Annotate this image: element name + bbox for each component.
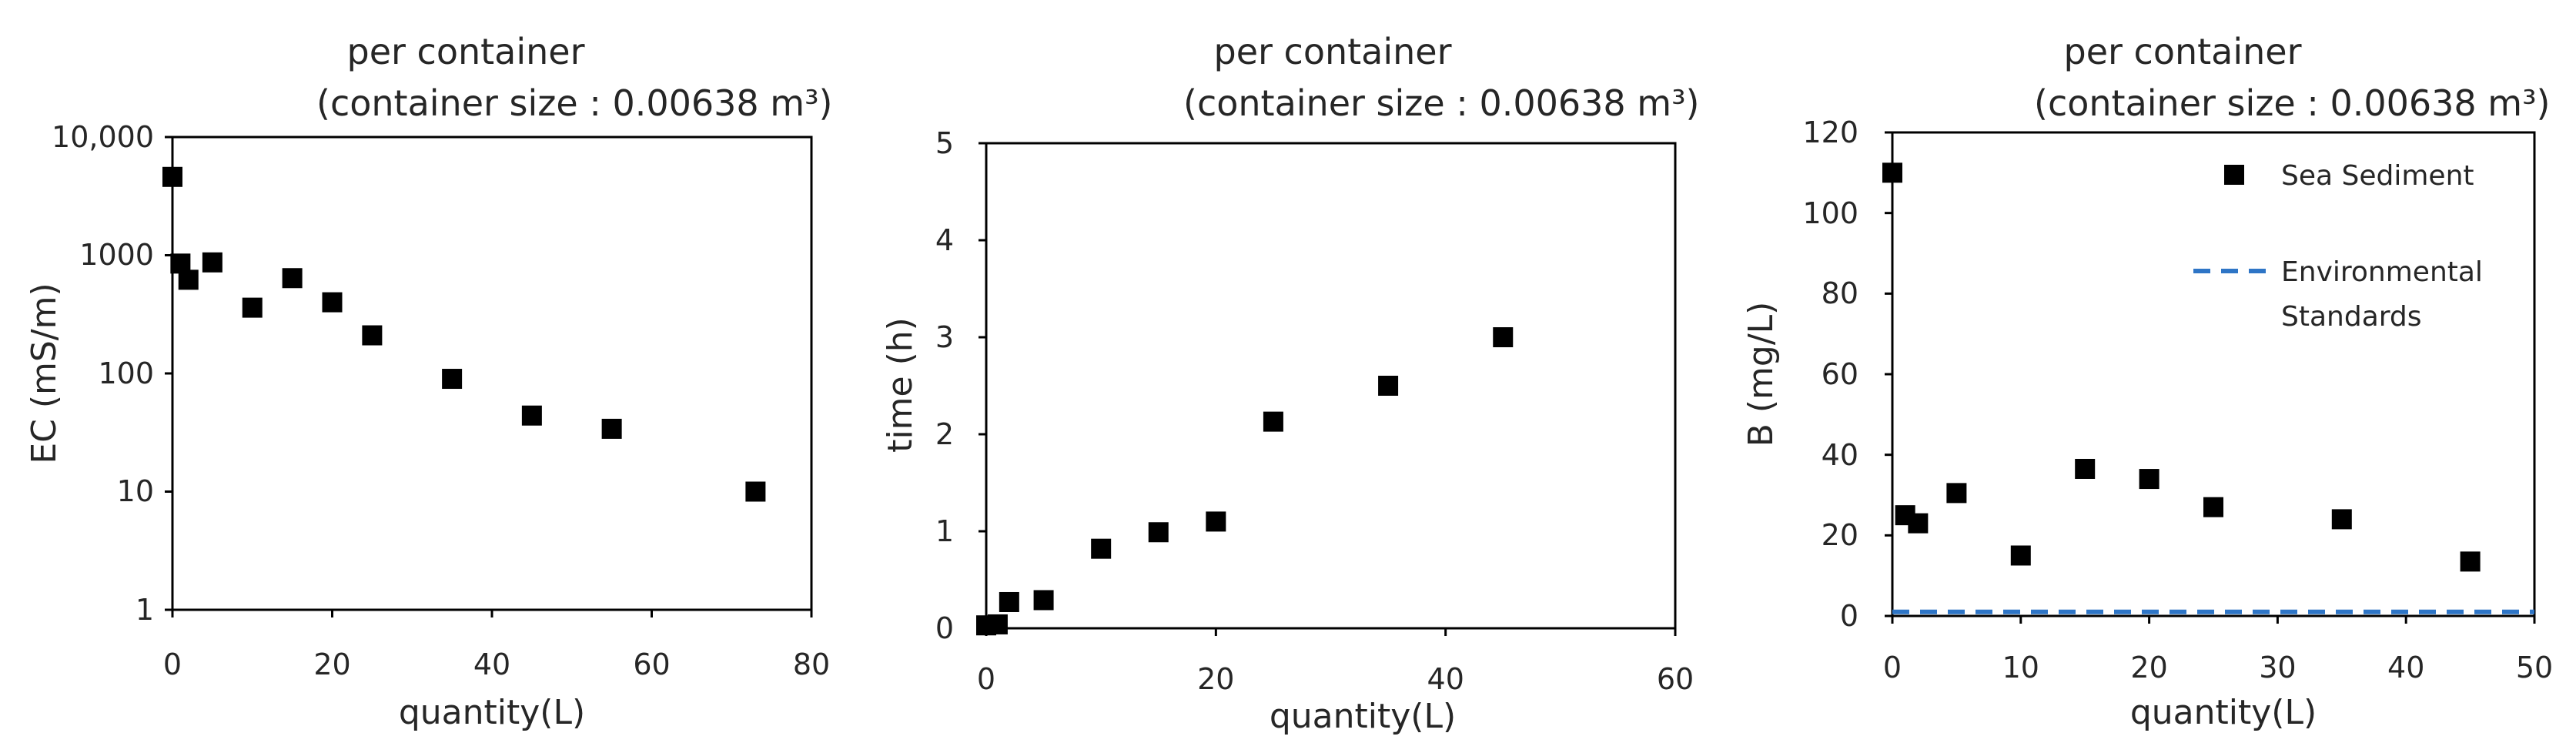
ec-data-point — [601, 418, 622, 439]
b-panel: per container (container size : 0.00638 … — [1741, 31, 2553, 732]
b-y-tick-label: 120 — [1802, 115, 1858, 149]
ec-x-tick-label: 0 — [163, 648, 182, 681]
b-subtitle: (container size : 0.00638 m³) — [2034, 82, 2551, 124]
time-data-point — [1493, 327, 1514, 347]
time-x-tick-label: 40 — [1427, 662, 1464, 696]
b-x-tick-label: 40 — [2387, 651, 2424, 684]
b-data-point — [2139, 469, 2159, 490]
b-y-tick-label: 100 — [1802, 196, 1858, 230]
ec-series-points — [162, 166, 766, 502]
time-y-tick-label: 4 — [935, 223, 954, 257]
ec-data-point — [362, 325, 383, 346]
ec-data-point — [162, 166, 182, 187]
time-data-point — [1091, 538, 1112, 559]
time-data-point — [987, 614, 1008, 634]
b-series-points — [1882, 162, 2481, 572]
ec-data-point — [202, 252, 222, 273]
ec-y-tick-label: 1 — [135, 593, 154, 627]
b-data-point — [1946, 483, 1967, 504]
ec-x-axis-label: quantity(L) — [399, 693, 585, 732]
ec-y-tick-label: 100 — [98, 356, 154, 390]
ec-x-tick-label: 40 — [473, 648, 510, 681]
time-y-tick-label: 5 — [935, 126, 954, 160]
b-x-tick-label: 20 — [2130, 651, 2167, 684]
b-y-tick-label: 0 — [1840, 599, 1858, 633]
b-x-tick-label: 50 — [2516, 651, 2553, 684]
ec-data-point — [282, 268, 303, 289]
ec-x-tick-label: 80 — [793, 648, 830, 681]
time-x-tick-label: 60 — [1657, 662, 1694, 696]
b-x-tick-label: 0 — [1883, 651, 1902, 684]
ec-panel: per container (container size : 0.00638 … — [25, 31, 833, 732]
b-data-point — [2331, 509, 2352, 530]
time-y-tick-label: 1 — [935, 514, 954, 548]
b-data-point — [1882, 162, 1902, 183]
b-x-axis-label: quantity(L) — [2130, 693, 2317, 732]
b-data-point — [2010, 545, 2031, 566]
time-data-point — [1148, 522, 1169, 543]
time-y-axis-label: time (h) — [881, 317, 920, 453]
ec-data-point — [242, 297, 263, 318]
time-y-tick-label: 3 — [935, 320, 954, 354]
b-y-tick-label: 20 — [1822, 518, 1858, 552]
time-plot-area — [985, 142, 1677, 630]
time-subtitle: (container size : 0.00638 m³) — [1183, 82, 1700, 124]
ec-y-tick-label: 10,000 — [52, 120, 154, 154]
b-x-tick-label: 10 — [2002, 651, 2039, 684]
time-series-points — [976, 327, 1514, 636]
b-title: per container — [2064, 31, 2302, 72]
time-y-tick-label: 0 — [935, 611, 954, 645]
b-data-point — [1908, 513, 1929, 534]
ec-plot-area — [171, 136, 813, 611]
legend-label-sea-sediment: Sea Sediment — [2281, 160, 2474, 192]
time-data-point — [1033, 590, 1054, 611]
ec-x-tick-label: 60 — [633, 648, 670, 681]
ec-data-point — [745, 481, 766, 502]
ec-title: per container — [347, 31, 585, 72]
b-legend: Sea Sediment Environmental Standards — [2193, 160, 2483, 333]
b-plot-area — [1891, 131, 2536, 617]
ec-y-axis-label: EC (mS/m) — [25, 283, 64, 464]
b-data-point — [2460, 551, 2481, 572]
b-y-tick-label: 60 — [1822, 357, 1858, 391]
time-x-tick-label: 0 — [977, 662, 995, 696]
legend-marker-sea-sediment — [2224, 165, 2244, 185]
time-data-point — [1263, 411, 1283, 432]
time-data-point — [1378, 376, 1399, 396]
ec-data-point — [442, 369, 463, 390]
ec-data-point — [322, 292, 343, 313]
time-x-axis-label: quantity(L) — [1270, 697, 1456, 736]
b-data-point — [2075, 458, 2096, 479]
legend-label-environmental: Environmental — [2281, 256, 2483, 288]
time-title: per container — [1214, 31, 1452, 72]
b-y-tick-label: 80 — [1822, 276, 1858, 310]
ec-data-point — [178, 269, 199, 290]
ec-x-tick-label: 20 — [313, 648, 350, 681]
ec-subtitle: (container size : 0.00638 m³) — [316, 82, 833, 124]
time-data-point — [1206, 511, 1226, 532]
b-y-tick-label: 40 — [1822, 438, 1858, 472]
time-y-tick-label: 2 — [935, 417, 954, 451]
b-x-tick-label: 30 — [2259, 651, 2296, 684]
time-panel: per container (container size : 0.00638 … — [881, 31, 1700, 736]
time-data-point — [999, 591, 1019, 612]
b-data-point — [2203, 497, 2223, 517]
b-y-axis-label: B (mg/L) — [1741, 302, 1781, 447]
time-x-tick-label: 20 — [1197, 662, 1234, 696]
legend-label-standards: Standards — [2281, 301, 2422, 333]
ec-y-tick-label: 1000 — [79, 238, 154, 272]
ec-y-tick-label: 10 — [117, 474, 154, 508]
ec-data-point — [521, 405, 542, 426]
